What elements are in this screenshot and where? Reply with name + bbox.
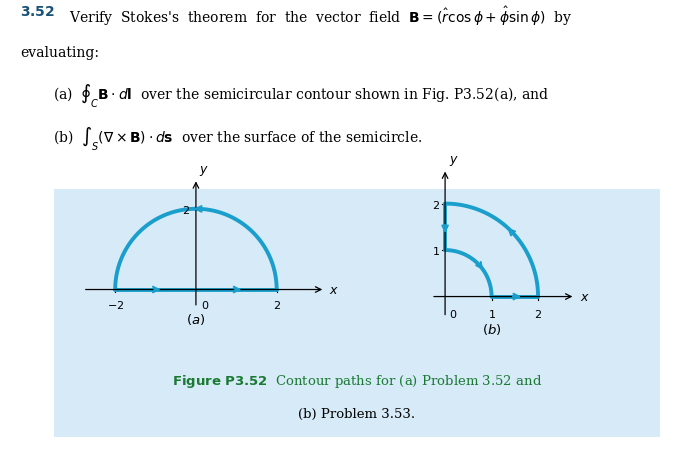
Text: $1$: $1$ (432, 244, 439, 257)
Text: $x$: $x$ (329, 283, 339, 296)
Text: $(a)$: $(a)$ (186, 311, 205, 326)
Text: $(b)$: $(b)$ (482, 321, 501, 336)
Text: $y$: $y$ (199, 164, 209, 178)
Text: $\mathbf{Figure\ P3.52}$  Contour paths for (a) Problem 3.52 and: $\mathbf{Figure\ P3.52}$ Contour paths f… (172, 373, 542, 390)
Text: $2$: $2$ (534, 307, 542, 319)
Bar (54, 189, 660, 437)
Text: (b)  $\int_S (\nabla \times \mathbf{B}) \cdot d\mathbf{s}$  over the surface of : (b) $\int_S (\nabla \times \mathbf{B}) \… (53, 126, 422, 153)
Text: Verify  Stokes's  theorem  for  the  vector  field  $\mathbf{B} = (\hat{r}\cos\p: Verify Stokes's theorem for the vector f… (69, 5, 573, 28)
Text: $2$: $2$ (273, 299, 281, 311)
Text: $2$: $2$ (432, 198, 439, 210)
Text: $0$: $0$ (201, 299, 209, 311)
Text: $2$: $2$ (182, 203, 190, 215)
Text: $-2$: $-2$ (107, 299, 124, 311)
Text: $x$: $x$ (580, 290, 590, 304)
Text: $y$: $y$ (449, 154, 458, 168)
Text: (a)  $\oint_C \mathbf{B} \cdot d\mathbf{l}$  over the semicircular contour shown: (a) $\oint_C \mathbf{B} \cdot d\mathbf{l… (53, 83, 549, 110)
Text: $1$: $1$ (488, 307, 496, 319)
Text: (b) Problem 3.53.: (b) Problem 3.53. (299, 407, 415, 419)
Text: $\bf{3.52}$: $\bf{3.52}$ (20, 5, 55, 18)
Text: $0$: $0$ (449, 307, 457, 319)
Text: evaluating:: evaluating: (20, 46, 99, 60)
